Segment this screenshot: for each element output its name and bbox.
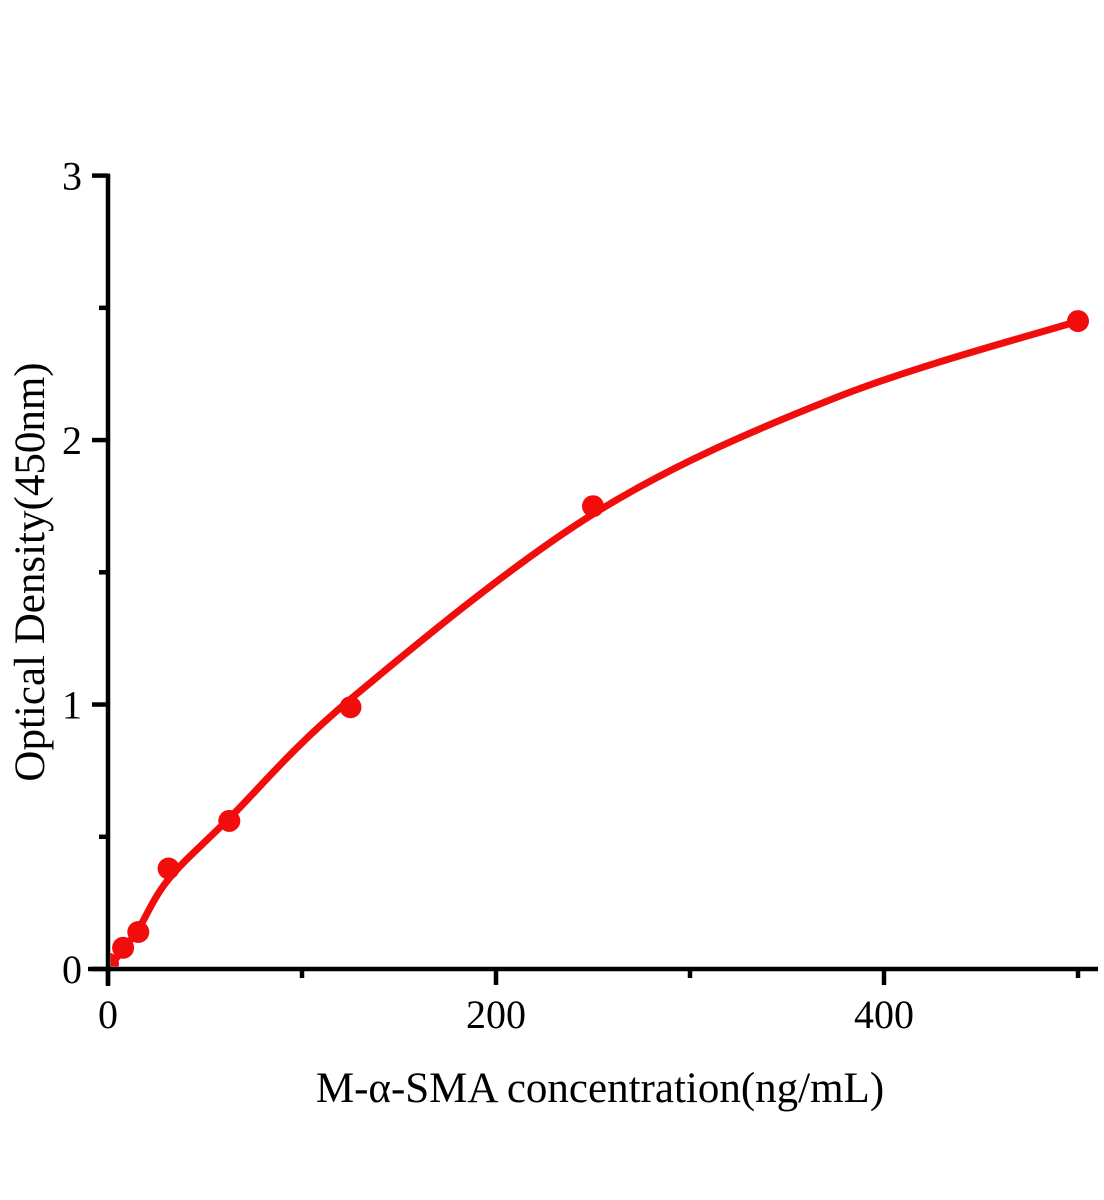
x-tick-label: 400 [854, 992, 914, 1037]
y-axis: 0 1 2 3 [62, 154, 111, 992]
x-tick-label: 0 [98, 992, 118, 1037]
data-point [112, 936, 135, 959]
data-point [157, 857, 180, 880]
y-tick-label: 2 [62, 418, 82, 463]
fit-curve-line [110, 317, 1082, 967]
x-axis-title: M-α-SMA concentration(ng/mL) [316, 1065, 884, 1112]
data-points [110, 310, 1089, 967]
data-point [110, 952, 119, 967]
data-point [218, 809, 241, 832]
y-tick-label: 1 [62, 683, 82, 728]
data-point [582, 495, 604, 518]
y-tick-label: 0 [62, 947, 82, 992]
fit-curve [110, 317, 1082, 967]
x-axis: 0 200 400 [88, 966, 1098, 1037]
y-axis-title: Optical Density(450nm) [7, 362, 54, 781]
data-point [127, 921, 150, 943]
y-tick-label: 3 [62, 154, 82, 199]
data-point [339, 696, 362, 719]
data-point [1067, 310, 1089, 333]
x-tick-label: 200 [466, 992, 526, 1037]
